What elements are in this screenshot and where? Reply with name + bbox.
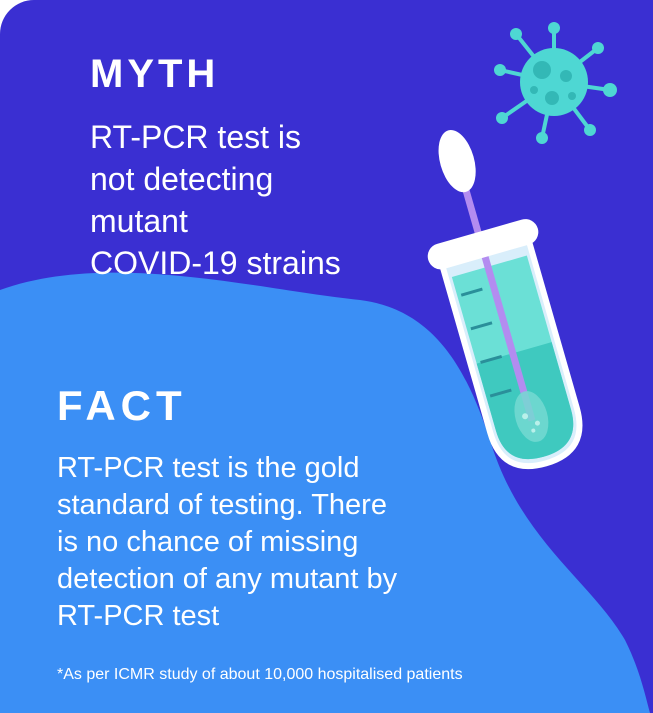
myth-line: COVID-19 strains: [90, 245, 341, 281]
myth-line: RT-PCR test is: [90, 119, 301, 155]
footnote: *As per ICMR study of about 10,000 hospi…: [57, 666, 463, 683]
fact-line: is no chance of missing: [57, 526, 359, 558]
fact-background-wave: [0, 272, 650, 713]
fact-line: detection of any mutant by: [57, 563, 398, 595]
myth-line: mutant: [90, 203, 188, 239]
fact-statement: RT-PCR test is the gold standard of test…: [57, 450, 527, 635]
fact-heading: FACT: [57, 382, 187, 429]
myth-line: not detecting: [90, 161, 274, 197]
fact-line: standard of testing. There: [57, 489, 387, 521]
virus-icon: [494, 22, 617, 144]
myth-heading: MYTH: [90, 52, 220, 96]
myth-statement: RT-PCR test is not detecting mutant COVI…: [90, 116, 420, 284]
test-tube-icon: [427, 130, 583, 470]
fact-line: RT-PCR test is the gold: [57, 452, 360, 484]
fact-line: RT-PCR test: [57, 600, 220, 632]
